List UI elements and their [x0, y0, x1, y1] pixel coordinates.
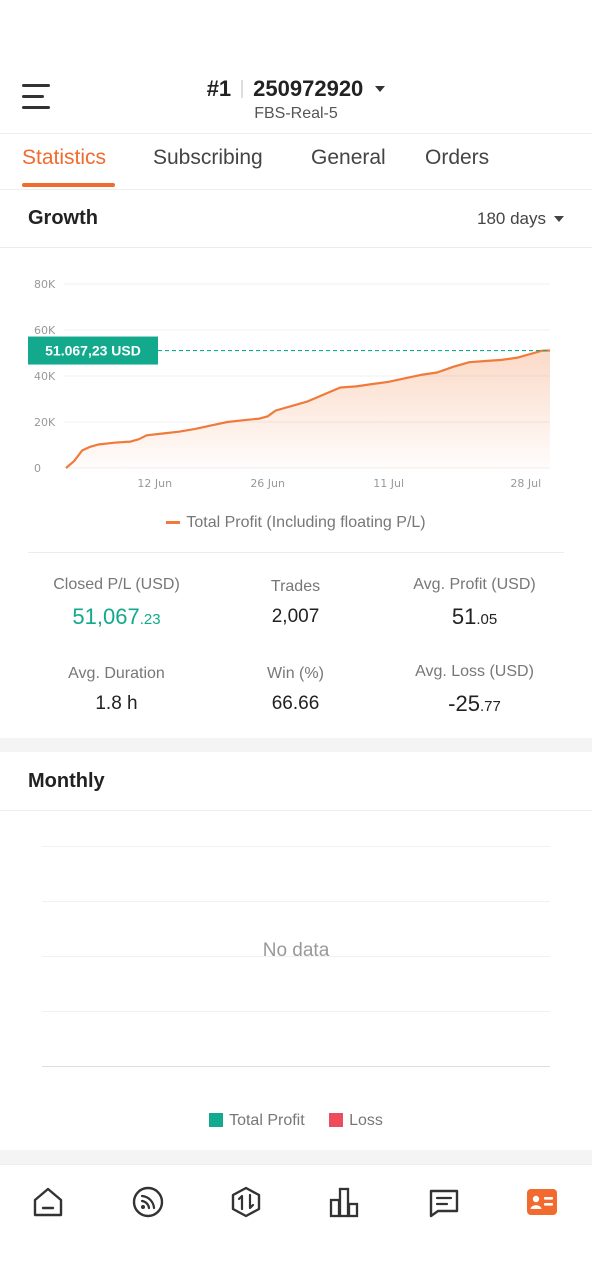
stat-value: 66.66 — [197, 693, 394, 715]
nav-home[interactable] — [31, 1185, 65, 1219]
nav-messages[interactable] — [427, 1185, 461, 1219]
section-divider — [0, 810, 592, 811]
monthly-grid-line — [42, 956, 550, 957]
stat-avg-loss: Avg. Loss (USD) -25.77 — [376, 663, 573, 717]
stat-label: Avg. Duration — [68, 665, 165, 682]
nav-profile[interactable] — [525, 1185, 559, 1219]
tab-general[interactable]: General — [311, 146, 386, 169]
profile-card-icon — [527, 1189, 557, 1215]
x-tick-label: 26 Jun — [250, 477, 285, 490]
stat-value-int: 2,007 — [271, 606, 320, 627]
section-divider — [28, 552, 564, 553]
menu-button[interactable] — [22, 84, 52, 114]
monthly-grid-line — [42, 901, 550, 902]
stat-label: Avg. Loss (USD) — [415, 663, 534, 680]
trade-icon — [231, 1186, 261, 1218]
profit-line — [65, 349, 551, 469]
section-gap — [0, 1150, 592, 1164]
monthly-grid-line — [42, 846, 550, 847]
stat-value-int: -25 — [448, 691, 480, 716]
messages-icon — [429, 1189, 459, 1218]
stat-label: Trades — [270, 578, 321, 595]
account-number: 250972920 — [253, 76, 364, 101]
monthly-axis-line — [42, 1066, 550, 1067]
legend-swatch — [329, 1113, 344, 1127]
stat-value-dec: .05 — [476, 611, 498, 628]
period-selector[interactable]: 180 days — [477, 209, 564, 229]
section-divider — [0, 247, 592, 248]
x-tick-label: 11 Jul — [373, 477, 404, 490]
monthly-grid-line — [42, 1011, 550, 1012]
current-value-badge — [28, 336, 158, 365]
legend-loss: Loss — [329, 1112, 383, 1130]
y-tick-label: 40K — [34, 370, 56, 383]
growth-legend-label: Total Profit (Including floating P/L) — [186, 514, 426, 531]
stat-closed-pl: Closed P/L (USD) 51,067.23 — [18, 576, 215, 630]
chart-bars-icon — [329, 1187, 359, 1218]
stat-avg-profit: Avg. Profit (USD) 51.05 — [376, 576, 573, 630]
y-tick-label: 0 — [34, 462, 41, 475]
chevron-down-icon — [375, 86, 386, 92]
stat-value-int: 51,067 — [72, 604, 140, 629]
tab-statistics[interactable]: Statistics — [22, 146, 107, 169]
nav-trade[interactable] — [229, 1185, 263, 1219]
stat-value: 51.05 — [376, 604, 573, 630]
stat-value: 1.8 h — [18, 693, 215, 715]
stat-value-dec: .23 — [139, 611, 161, 628]
y-tick-label: 60K — [34, 324, 56, 337]
x-tick-label: 12 Jun — [137, 477, 172, 490]
nav-charts[interactable] — [327, 1185, 361, 1219]
nav-feed[interactable] — [131, 1185, 165, 1219]
period-label: 180 days — [477, 209, 546, 228]
stat-value-int: 51 — [451, 604, 477, 629]
tab-orders[interactable]: Orders — [425, 146, 490, 169]
bottom-nav — [0, 1164, 592, 1280]
stat-label: Win (%) — [267, 665, 324, 682]
menu-icon-line — [22, 84, 50, 87]
legend-label: Total Profit — [229, 1112, 305, 1129]
tab-subscribing[interactable]: Subscribing — [153, 146, 263, 169]
stat-value: -25.77 — [376, 691, 573, 717]
account-separator — [241, 80, 244, 98]
account-server: FBS-Real-5 — [254, 105, 338, 122]
legend-swatch — [209, 1113, 224, 1127]
monthly-title: Monthly — [28, 770, 105, 792]
section-gap — [0, 738, 592, 752]
monthly-empty-state: No data — [262, 940, 330, 961]
home-icon — [33, 1187, 63, 1217]
monthly-legend: Total Profit Loss — [0, 1112, 592, 1130]
chevron-down-icon — [554, 216, 564, 222]
stat-label: Closed P/L (USD) — [53, 576, 180, 593]
app-header: #1 250972920 FBS-Real-5 — [0, 0, 592, 134]
stat-label: Avg. Profit (USD) — [413, 576, 536, 593]
legend-label: Loss — [349, 1112, 383, 1129]
legend-line-swatch — [166, 521, 181, 525]
growth-chart: 0 20K 40K 60K 80K 12 Jun 26 Jun 11 Jul 28 Jul 51.… — [28, 278, 551, 490]
stat-value: 51,067.23 — [18, 604, 215, 630]
x-tick-label: 28 Jul — [510, 477, 541, 490]
legend-total-profit: Total Profit — [209, 1112, 305, 1130]
stat-trades: Trades 2,007 — [197, 578, 394, 628]
stat-value: 2,007 — [197, 606, 394, 628]
tab-bar: Statistics Subscribing General Orders — [0, 134, 592, 190]
signal-feed-icon — [132, 1186, 164, 1218]
account-rank: #1 — [206, 76, 232, 101]
growth-legend: Total Profit (Including floating P/L) — [0, 514, 592, 532]
stat-value-int: 1.8 h — [95, 693, 138, 714]
account-selector[interactable]: #1 250972920 FBS-Real-5 — [0, 76, 592, 123]
stat-win-rate: Win (%) 66.66 — [197, 665, 394, 715]
menu-icon-line — [22, 106, 50, 109]
stat-value-int: 66.66 — [271, 693, 320, 714]
stat-value-dec: .77 — [479, 698, 501, 715]
profit-area — [66, 350, 550, 468]
current-value-label: 51.067,23 USD — [45, 343, 141, 359]
y-tick-label: 80K — [34, 278, 56, 291]
active-tab-indicator — [22, 183, 115, 187]
growth-title: Growth — [28, 207, 98, 229]
stat-avg-duration: Avg. Duration 1.8 h — [18, 665, 215, 715]
y-tick-label: 20K — [34, 416, 56, 429]
menu-icon-line — [22, 95, 44, 98]
